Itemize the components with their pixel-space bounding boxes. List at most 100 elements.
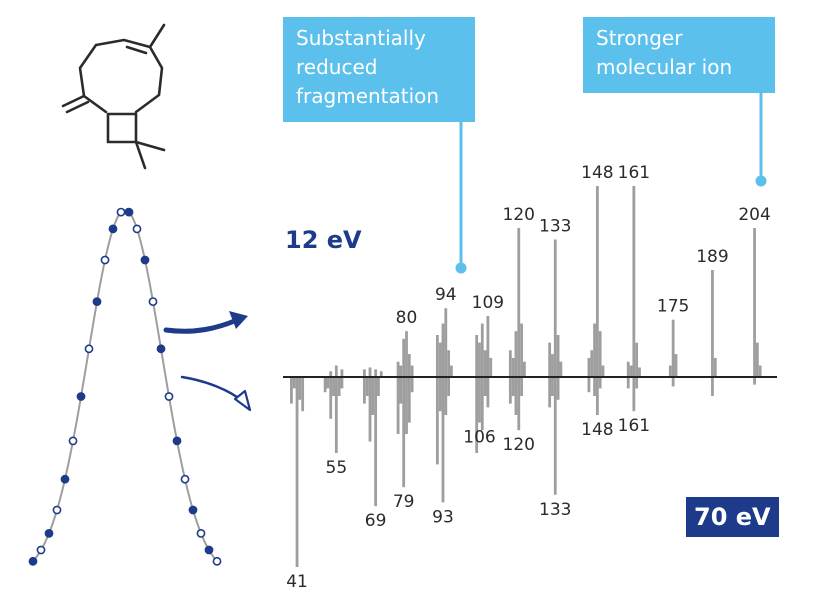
- peak-70ev-mz-132: [551, 377, 554, 396]
- callout-left-leader: [455, 120, 467, 274]
- peak-70ev-mz-149: [598, 377, 602, 389]
- peak-70ev-mz-106: [478, 377, 481, 423]
- peak-70ev-mz-79: [402, 377, 406, 488]
- peak-12ev-mz-94: [444, 308, 448, 377]
- callout-reduced-fragmentation-text: Substantially reduced fragmentation: [296, 26, 440, 108]
- peak-70ev-mz-55: [334, 377, 338, 453]
- peak-70ev-mz-162: [635, 377, 639, 389]
- peak-12ev-mz-121: [520, 323, 523, 377]
- molecule-double-bond-inner: [125, 45, 148, 55]
- peak-70ev-mz-145: [587, 377, 591, 393]
- peak-70ev-mz-69: [374, 377, 378, 507]
- peak-70ev-mz-120: [517, 377, 521, 431]
- scan-point: [100, 255, 110, 265]
- peak-70ev-mz-77: [396, 377, 400, 434]
- peak-label-12ev-204: 204: [738, 205, 770, 225]
- scan-point: [44, 529, 54, 538]
- peak-12ev-mz-146: [590, 350, 594, 377]
- peak-label-70ev-93: 93: [432, 507, 454, 527]
- peak-70ev-mz-70: [377, 377, 380, 396]
- peak-12ev-mz-117: [508, 350, 512, 377]
- peak-label-12ev-120: 120: [503, 205, 535, 225]
- scan-point: [36, 545, 46, 555]
- peak-70ev-mz-133: [553, 377, 557, 495]
- peak-12ev-mz-71: [379, 371, 383, 377]
- peak-12ev-mz-79: [402, 338, 406, 377]
- scan-point: [132, 224, 142, 234]
- scan-point: [124, 207, 134, 217]
- peak-70ev-mz-121: [520, 377, 523, 396]
- scan-point: [52, 505, 62, 515]
- scan-points: [28, 207, 222, 566]
- peak-label-12ev-133: 133: [539, 216, 571, 236]
- molecule-gem-methyl-a: [134, 140, 166, 152]
- peak-70ev-mz-119: [514, 377, 518, 415]
- molecule-exo-methylene-a: [61, 94, 86, 108]
- peak-70ev-mz-57: [340, 377, 344, 389]
- peak-70ev-mz-147: [593, 377, 596, 396]
- scan-point: [156, 344, 166, 354]
- peak-70ev-mz-108: [483, 377, 487, 396]
- peak-12ev-mz-134: [556, 334, 560, 377]
- arrow-to-12ev-icon: [163, 311, 248, 334]
- molecule-methyl-bond: [148, 23, 166, 49]
- peak-70ev-mz-107: [480, 377, 484, 431]
- peak-70ev-mz-51: [323, 377, 327, 393]
- peak-label-70ev-79: 79: [393, 492, 415, 512]
- peak-70ev-mz-78: [399, 377, 403, 404]
- peak-70ev-mz-81: [407, 377, 411, 423]
- peak-12ev-mz-110: [489, 357, 493, 377]
- peak-12ev-mz-205: [755, 342, 759, 377]
- peak-70ev-mz-56: [337, 377, 341, 396]
- scan-point: [212, 556, 222, 566]
- peak-12ev-mz-132: [551, 354, 554, 377]
- peak-12ev-mz-95: [447, 350, 451, 377]
- peak-70ev-mz-95: [447, 377, 451, 396]
- peak-70ev-mz-53: [329, 377, 333, 419]
- peak-label-70ev-69: 69: [365, 511, 387, 531]
- callout-right-leader: [755, 92, 767, 187]
- peak-12ev-mz-107: [480, 323, 484, 377]
- peak-label-12ev-189: 189: [696, 247, 728, 267]
- peak-12ev-mz-162: [635, 342, 639, 377]
- peak-70ev-mz-117: [508, 377, 512, 404]
- peak-12ev-mz-108: [483, 350, 487, 377]
- peak-12ev-mz-150: [601, 365, 605, 377]
- peak-12ev-mz-145: [587, 357, 591, 377]
- callout-stronger-molecular-ion-text: Stronger molecular ion: [596, 26, 733, 79]
- peak-12ev-mz-163: [638, 367, 641, 377]
- scan-point: [196, 529, 206, 538]
- peak-label-70ev-133: 133: [539, 500, 571, 520]
- peak-label-12ev-161: 161: [618, 163, 650, 183]
- peak-70ev-mz-68: [371, 377, 375, 415]
- peak-70ev-mz-54: [332, 377, 335, 396]
- peak-12ev-mz-148: [595, 186, 599, 377]
- peak-70ev-mz-66: [365, 377, 369, 396]
- scan-point: [60, 474, 70, 484]
- peak-70ev-mz-42: [298, 377, 302, 400]
- peak-12ev-mz-120: [517, 228, 521, 377]
- peak-12ev-mz-176: [674, 354, 678, 377]
- peaks-12ev: [329, 186, 762, 377]
- peak-70ev-mz-93: [441, 377, 445, 503]
- peak-70ev-mz-109: [486, 377, 490, 408]
- peak-70ev-mz-91: [435, 377, 439, 465]
- scan-point: [204, 545, 214, 555]
- peak-12ev-mz-69: [374, 369, 378, 377]
- peak-70ev-mz-80: [405, 377, 408, 434]
- scan-point: [92, 297, 102, 306]
- peak-12ev-mz-91: [435, 334, 439, 377]
- peak-70ev-mz-148: [595, 377, 599, 415]
- peak-12ev-mz-161: [632, 186, 636, 377]
- arrow-to-70ev-icon: [180, 375, 252, 412]
- scan-point: [76, 392, 86, 401]
- scan-point: [28, 556, 38, 566]
- peak-70ev-mz-65: [362, 377, 366, 404]
- peak-12ev-mz-147: [593, 323, 596, 377]
- peak-label-12ev-80: 80: [396, 308, 418, 328]
- peaks-70ev: [290, 377, 756, 567]
- peak-70ev-mz-159: [626, 377, 630, 389]
